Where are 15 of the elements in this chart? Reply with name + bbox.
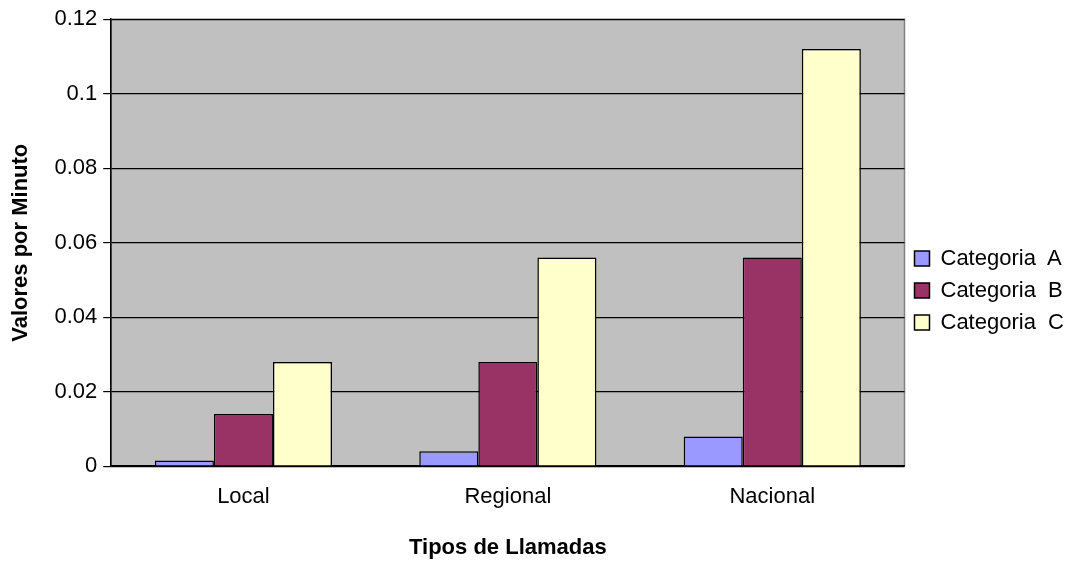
x-tick-label: Local [217,483,270,509]
y-tick-label: 0.12 [54,5,98,31]
legend-label: Categoria C [940,308,1065,334]
legend-label: Categoria A [940,244,1062,270]
y-tick-label: 0 [84,452,98,478]
legend-label: Categoria B [940,276,1063,302]
y-tick-label: 0.04 [54,303,98,329]
y-tick-label: 0.02 [54,377,98,403]
y-tick-label: 0.08 [54,154,98,180]
x-axis-title: Tipos de Llamadas [409,533,607,559]
y-tick-label: 0.06 [54,228,98,254]
x-tick-label: Regional [464,483,552,509]
y-tick-label: 0.1 [66,79,98,105]
y-axis-title: Valores por Minuto [7,143,33,342]
x-tick-label: Nacional [729,483,816,509]
